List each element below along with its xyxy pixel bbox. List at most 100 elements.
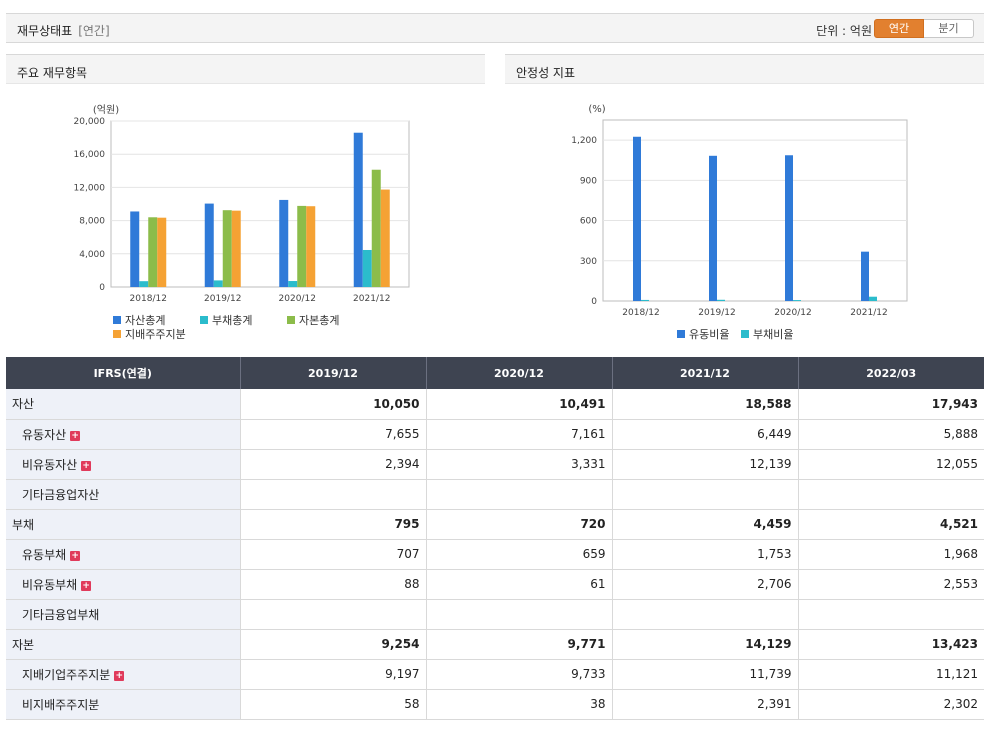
y-tick-label: 20,000 xyxy=(74,117,106,127)
table-cell: 14,129 xyxy=(612,629,799,660)
table-cell xyxy=(426,599,613,630)
table-cell: 9,733 xyxy=(426,659,613,690)
unit-label: 단위 : 억원 xyxy=(816,24,872,38)
table-cell: 2,553 xyxy=(798,569,984,600)
table-cell: 13,423 xyxy=(798,629,984,660)
row-label[interactable]: 지배기업주주지분 + xyxy=(6,659,241,690)
y-axis-label: (억원) xyxy=(93,104,119,116)
x-tick-label: 2020/12 xyxy=(774,308,811,318)
row-label-text: 비지배주주지분 xyxy=(22,697,100,712)
y-tick-label: 0 xyxy=(591,297,597,307)
key-financials-panel: 주요 재무항목 0 4,000 8,000 12,000 16,000 20,000 (억원… xyxy=(6,54,485,352)
x-tick-label: 2019/12 xyxy=(698,308,735,318)
table-row: 비지배주주지분 58 38 2,391 2,302 xyxy=(6,689,984,720)
bar-부채비율-2019/12 xyxy=(717,299,725,301)
x-tick-label: 2021/12 xyxy=(353,294,390,304)
bar-유동비율-2018/12 xyxy=(633,136,641,301)
row-label-text: 유동자산 xyxy=(22,427,67,442)
legend-swatch xyxy=(741,330,749,338)
key-financials-title: 주요 재무항목 xyxy=(6,54,485,84)
legend-label: 자본총계 xyxy=(299,314,339,327)
legend-swatch xyxy=(200,316,208,324)
bar-부채총계-2021/12 xyxy=(362,249,372,287)
table-cell: 1,968 xyxy=(798,539,984,570)
table-cell: 9,197 xyxy=(240,659,427,690)
section-title: 재무상태표 [연간] xyxy=(17,22,110,39)
y-tick-label: 600 xyxy=(580,217,597,227)
x-tick-label: 2018/12 xyxy=(130,294,167,304)
table-header-row: IFRS(연결) 2019/12 2020/12 2021/12 2022/03 xyxy=(6,357,984,389)
row-label: 자산 xyxy=(6,389,241,420)
header-2020-12: 2020/12 xyxy=(426,357,613,389)
legend-swatch xyxy=(677,330,685,338)
x-tick-label: 2019/12 xyxy=(204,294,241,304)
table-cell: 11,121 xyxy=(798,659,984,690)
bar-부채비율-2020/12 xyxy=(793,300,801,301)
row-label: 자본 xyxy=(6,629,241,660)
table-row: 기타금융업자산 xyxy=(6,479,984,510)
table-cell: 10,050 xyxy=(240,389,427,420)
bar-자산총계-2020/12 xyxy=(279,199,289,287)
bar-유동비율-2020/12 xyxy=(785,155,793,301)
table-row: 비유동부채 +88 61 2,706 2,553 xyxy=(6,569,984,600)
bar-자본총계-2020/12 xyxy=(297,205,307,287)
quarter-toggle-button[interactable]: 분기 xyxy=(924,19,974,38)
row-label-text: 기타금융업부채 xyxy=(22,607,100,622)
table-row: 비유동자산 +2,394 3,331 12,139 12,055 xyxy=(6,449,984,480)
bar-자본총계-2021/12 xyxy=(371,169,381,287)
table-cell: 2,302 xyxy=(798,689,984,720)
balance-sheet-table: IFRS(연결) 2019/12 2020/12 2021/12 2022/03… xyxy=(6,357,984,720)
bar-유동비율-2019/12 xyxy=(709,155,717,301)
bar-지배주주지분-2021/12 xyxy=(380,189,390,287)
bar-부채비율-2018/12 xyxy=(641,299,649,301)
row-label-text: 부채 xyxy=(12,517,35,532)
y-axis-label: (%) xyxy=(588,104,605,115)
legend-label: 유동비율 xyxy=(689,328,729,341)
row-label: 부채 xyxy=(6,509,241,540)
expand-plus-icon[interactable]: + xyxy=(70,550,81,561)
table-cell xyxy=(426,479,613,510)
legend-swatch xyxy=(287,316,295,324)
bar-부채총계-2020/12 xyxy=(288,281,298,287)
table-cell: 9,771 xyxy=(426,629,613,660)
row-label[interactable]: 유동부채 + xyxy=(6,539,241,570)
row-label: 기타금융업자산 xyxy=(6,479,241,510)
legend-label: 자산총계 xyxy=(125,314,165,327)
table-cell: 11,739 xyxy=(612,659,799,690)
table-cell: 659 xyxy=(426,539,613,570)
table-row: 유동자산 +7,655 7,161 6,449 5,888 xyxy=(6,419,984,450)
stability-chart: 0 300 600 900 1,200 (%) 2018/12 2019/12 2020/12 2… xyxy=(571,104,908,341)
row-label[interactable]: 비유동자산 + xyxy=(6,449,241,480)
legend-label: 지배주주지분 xyxy=(125,328,186,341)
row-label[interactable]: 유동자산 + xyxy=(6,419,241,450)
expand-plus-icon[interactable]: + xyxy=(70,430,81,441)
legend-label: 부채총계 xyxy=(212,314,252,327)
bar-지배주주지분-2019/12 xyxy=(231,210,241,287)
table-cell: 3,331 xyxy=(426,449,613,480)
table-row: 자산 10,050 10,491 18,588 17,943 xyxy=(6,389,984,420)
y-tick-label: 4,000 xyxy=(79,250,105,260)
table-cell: 38 xyxy=(426,689,613,720)
y-tick-label: 8,000 xyxy=(79,217,105,227)
stability-title: 안정성 지표 xyxy=(505,54,984,84)
bar-유동비율-2021/12 xyxy=(861,251,869,301)
bar-부채총계-2018/12 xyxy=(139,281,149,287)
expand-plus-icon[interactable]: + xyxy=(114,670,125,681)
table-cell: 58 xyxy=(240,689,427,720)
y-tick-label: 0 xyxy=(99,283,105,293)
table-cell: 6,449 xyxy=(612,419,799,450)
row-label[interactable]: 비유동부채 + xyxy=(6,569,241,600)
header-2021-12: 2021/12 xyxy=(612,357,799,389)
header-ifrs: IFRS(연결) xyxy=(6,357,241,389)
expand-plus-icon[interactable]: + xyxy=(81,580,92,591)
expand-plus-icon[interactable]: + xyxy=(81,460,92,471)
section-header: 재무상태표 [연간] 단위 : 억원 연간 분기 xyxy=(6,13,984,43)
table-cell: 9,254 xyxy=(240,629,427,660)
table-row: 유동부채 +707 659 1,753 1,968 xyxy=(6,539,984,570)
y-tick-label: 900 xyxy=(580,176,597,186)
legend-swatch xyxy=(113,330,121,338)
table-cell: 12,139 xyxy=(612,449,799,480)
annual-toggle-button[interactable]: 연간 xyxy=(874,19,924,38)
table-cell: 2,391 xyxy=(612,689,799,720)
legend-swatch xyxy=(113,316,121,324)
